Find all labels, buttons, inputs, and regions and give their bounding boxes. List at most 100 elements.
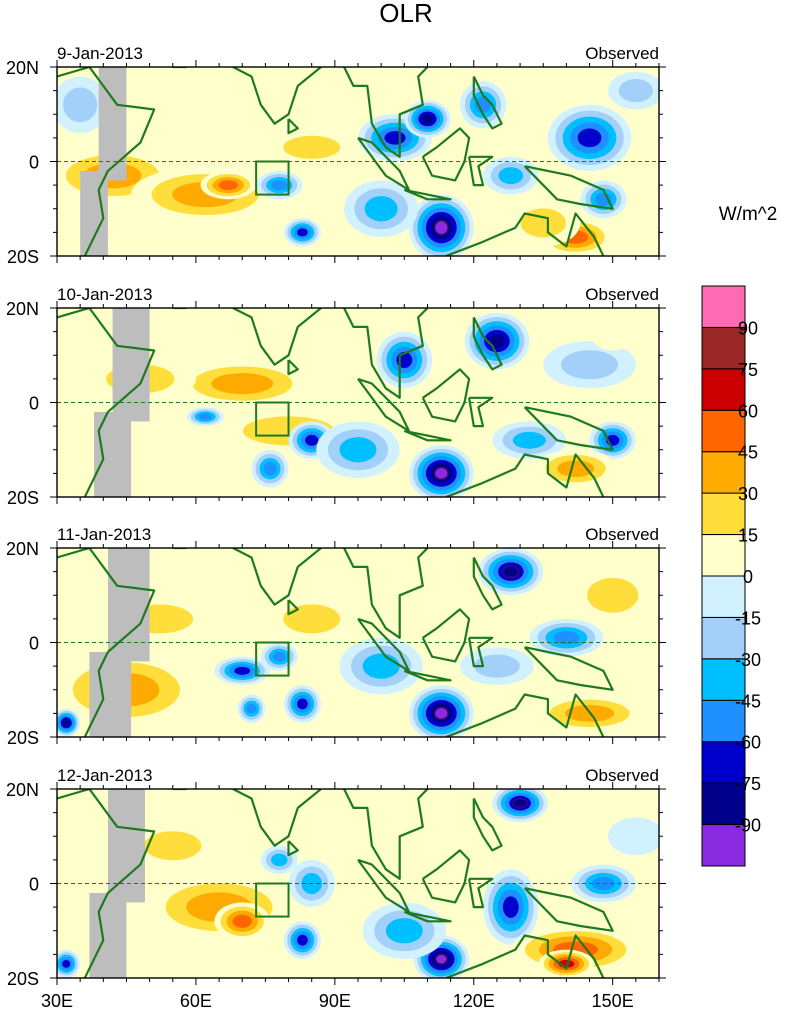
coastline-12	[445, 212, 605, 256]
colorbar-swatch	[701, 699, 746, 743]
colorbar-label: -15	[735, 608, 761, 628]
olr-contour-10-3	[362, 653, 400, 679]
panel-label: Observed	[585, 766, 659, 785]
coastline-9	[472, 316, 503, 371]
olr-contour-18-2	[618, 79, 653, 103]
coastlines	[57, 548, 614, 737]
coastline-6	[357, 136, 410, 191]
coastline-10	[468, 396, 494, 428]
olr-contour-5-2	[63, 87, 98, 123]
colorbar-swatch	[701, 534, 746, 577]
y-tick-label: 20S	[7, 969, 39, 989]
map-panel-2: 20N 0 20S 10-Jan-2013 Observed	[6, 285, 666, 508]
olr-contour-10-3	[339, 437, 377, 463]
olr-contour-9-7	[433, 466, 449, 481]
coastline-5	[343, 789, 429, 880]
map-panel-4: 20N 0 20S 12-Jan-2013 Observed	[6, 766, 666, 989]
olr-contour-8-5	[384, 131, 406, 145]
coastline-1	[57, 789, 156, 978]
coastline-5	[343, 308, 429, 399]
olr-contour-3-5	[234, 666, 251, 675]
olr-contour-8-6	[502, 565, 520, 579]
coastline-6	[357, 377, 410, 432]
olr-contour-9-7	[433, 706, 449, 721]
coastline-7	[421, 849, 471, 904]
coastline-10	[468, 155, 494, 187]
coastlines	[57, 67, 614, 256]
olr-contour-3-4	[218, 180, 239, 191]
colorbar-swatch	[701, 326, 746, 370]
colorbar-label: 0	[743, 567, 753, 587]
coastline-7	[421, 608, 471, 663]
panel-label: Observed	[585, 285, 659, 304]
coastline-10	[468, 877, 494, 909]
colorbar-swatch	[701, 285, 746, 328]
region-box	[255, 882, 290, 918]
coastline-13	[473, 548, 476, 549]
missing-data-south	[89, 651, 132, 737]
coastline-5	[343, 548, 429, 639]
coastline-1	[57, 67, 156, 256]
olr-contour-11-4	[553, 631, 580, 645]
y-tick-label: 20N	[6, 539, 39, 559]
colorbar-swatch	[701, 782, 746, 825]
coastline-8	[403, 669, 452, 682]
olr-contour-11-3	[512, 431, 546, 449]
coastline-12	[445, 453, 605, 497]
coastline-13	[473, 308, 476, 309]
missing-data-south	[89, 892, 127, 978]
coastline-12	[445, 934, 605, 978]
colorbar-swatch	[701, 616, 746, 660]
olr-contour-4-4	[272, 651, 286, 662]
olr-contour-4-4	[198, 413, 212, 420]
colorbar-swatch	[701, 658, 746, 701]
olr-contour-14-2	[561, 350, 619, 380]
olr-contour-13-2	[283, 604, 341, 634]
olr-contour-5-5	[297, 698, 308, 710]
colorbar-label: -60	[735, 733, 761, 753]
olr-contour-15-2	[474, 654, 520, 678]
olr-contour-7-6	[62, 719, 70, 727]
olr-contour-1-3	[211, 373, 274, 395]
olr-contour-11-3	[385, 918, 423, 944]
y-tick-label: 20S	[7, 728, 39, 748]
y-tick-label: 20N	[6, 299, 39, 319]
coastlines	[57, 789, 614, 978]
colorbar-swatch	[701, 409, 746, 453]
olr-contour-9-6	[421, 114, 434, 124]
olr-contour-11-3	[364, 196, 398, 222]
y-tick-label: 0	[29, 394, 39, 414]
colorbar-label: 15	[738, 526, 758, 546]
coastline-4	[287, 118, 299, 135]
olr-contour-13-3	[557, 460, 595, 478]
olr-contour-7-5	[297, 228, 308, 237]
coastline-8	[403, 429, 452, 442]
olr-contour-10-5	[502, 896, 519, 918]
coastline-6	[357, 858, 410, 913]
colorbar-swatch	[701, 492, 746, 536]
region-box	[255, 401, 290, 437]
coastline-8	[403, 910, 452, 923]
colorbar-label: 60	[738, 401, 758, 421]
coastline-11	[523, 646, 614, 691]
x-tick-label: 60E	[180, 991, 212, 1011]
missing-data-north	[107, 548, 150, 662]
map-panel-3: 20N 0 20S 11-Jan-2013 Observed	[6, 525, 666, 748]
coastline-1	[57, 308, 156, 497]
coastline-3	[232, 308, 322, 366]
colorbar-units: W/m^2	[719, 204, 778, 225]
coastline-7	[421, 368, 471, 423]
y-tick-label: 20S	[7, 247, 39, 267]
panel-date: 10-Jan-2013	[57, 285, 152, 304]
olr-contour-14-5	[577, 128, 602, 148]
panel-date: 12-Jan-2013	[57, 766, 152, 785]
x-tick-label: 90E	[319, 991, 351, 1011]
y-tick-label: 0	[29, 875, 39, 895]
colorbar-label: 30	[738, 484, 758, 504]
coastlines	[57, 308, 614, 497]
olr-contour-8-6	[489, 334, 505, 348]
coastline-3	[232, 67, 322, 125]
olr-contour-9-7	[434, 953, 448, 965]
olr-contour-10-7	[433, 219, 449, 236]
